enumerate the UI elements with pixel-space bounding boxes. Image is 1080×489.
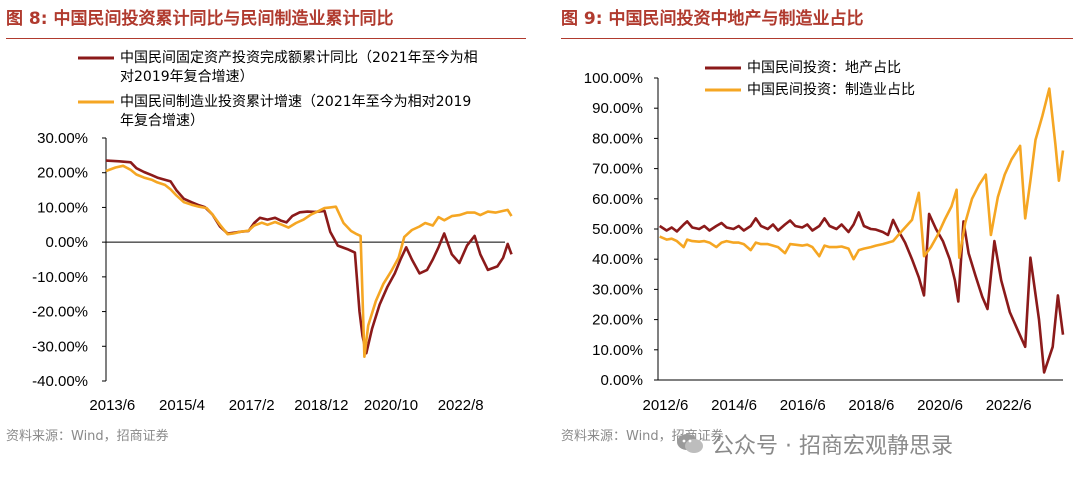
right-y-tick-label: 50.00% <box>592 221 643 238</box>
left-series-line-2 <box>105 164 513 358</box>
left-series-line-1 <box>105 159 513 355</box>
right-chart-panel: 图 9: 中国民间投资中地产与制造业占比 100.00% 90.00% 80.00%… <box>555 0 1080 489</box>
left-legend-item-1: 中国民间固定资产投资完成额累计同比（2021年至今为相对2019年复合增速） <box>78 50 478 85</box>
right-x-tick-label: 2018/6 <box>848 397 894 414</box>
left-x-tick-label: 2020/10 <box>364 397 418 414</box>
right-y-tick-label: 20.00% <box>592 312 643 329</box>
left-line-chart: 30.00% 20.00% 10.00% 0.00% -10.00% -20.00% -30… <box>32 50 513 414</box>
left-x-tick-label: 2013/6 <box>89 397 135 414</box>
left-title-divider <box>6 38 526 39</box>
right-title-divider <box>561 38 1073 39</box>
right-y-tick-label: 10.00% <box>592 342 643 359</box>
right-y-tick-label: 90.00% <box>592 100 643 117</box>
left-x-tick-label: 2022/8 <box>438 397 484 414</box>
left-x-tick-label: 2018/12 <box>294 397 348 414</box>
right-y-tick-label: 80.00% <box>592 130 643 147</box>
left-legend-item-2: 中国民间制造业投资累计增速（2021年至今为相对2019 年复合增速） <box>78 94 471 129</box>
right-legend-label: 中国民间投资：地产占比 <box>747 60 901 76</box>
left-y-tick-label: 0.00% <box>45 234 88 251</box>
left-source-note: 资料来源：Wind，招商证券 <box>6 429 169 444</box>
right-y-tick-label: 60.00% <box>592 191 643 208</box>
left-y-tick-label: -40.00% <box>32 373 88 390</box>
right-y-tick-label: 40.00% <box>592 251 643 268</box>
wechat-icon <box>676 432 704 456</box>
right-line-chart: 100.00% 90.00% 80.00% 70.00% 60.00% 50.00% 40.… <box>584 60 1065 414</box>
right-series-line-1 <box>658 211 1065 374</box>
right-legend-item-1: 中国民间投资：地产占比 <box>705 60 901 76</box>
left-y-tick-label: 30.00% <box>37 130 88 147</box>
right-x-tick-label: 2022/6 <box>986 397 1032 414</box>
left-chart-panel: 图 8: 中国民间投资累计同比与民间制造业累计同比 30.00% 20.00% 10… <box>0 0 530 489</box>
right-y-tick-label: 0.00% <box>600 372 643 389</box>
left-y-tick-label: -20.00% <box>32 304 88 321</box>
watermark: 公众号 · 招商宏观静思录 <box>676 427 953 461</box>
left-legend-label: 中国民间制造业投资累计增速（2021年至今为相对2019 年复合增速） <box>120 94 471 129</box>
right-x-tick-label: 2014/6 <box>711 397 757 414</box>
right-chart-title: 图 9: 中国民间投资中地产与制造业占比 <box>561 9 864 29</box>
left-x-tick-label: 2015/4 <box>159 397 205 414</box>
right-y-tick-label: 30.00% <box>592 281 643 298</box>
right-y-tick-label: 100.00% <box>584 70 643 87</box>
left-chart-title: 图 8: 中国民间投资累计同比与民间制造业累计同比 <box>6 9 394 29</box>
right-series-line-2 <box>659 87 1065 261</box>
right-x-tick-label: 2016/6 <box>780 397 826 414</box>
right-legend-label: 中国民间投资：制造业占比 <box>747 82 915 98</box>
right-legend-item-2: 中国民间投资：制造业占比 <box>705 82 915 98</box>
left-legend-label: 中国民间固定资产投资完成额累计同比（2021年至今为相对2019年复合增速） <box>120 50 478 85</box>
left-y-tick-label: -10.00% <box>32 269 88 286</box>
right-y-tick-label: 70.00% <box>592 161 643 178</box>
left-x-tick-label: 2017/2 <box>229 397 275 414</box>
watermark-text: 公众号 · 招商宏观静思录 <box>712 434 953 459</box>
left-y-tick-label: 20.00% <box>37 165 88 182</box>
right-x-tick-label: 2012/6 <box>643 397 689 414</box>
left-y-tick-label: 10.00% <box>37 199 88 216</box>
right-x-tick-label: 2020/6 <box>917 397 963 414</box>
left-y-tick-label: -30.00% <box>32 338 88 355</box>
